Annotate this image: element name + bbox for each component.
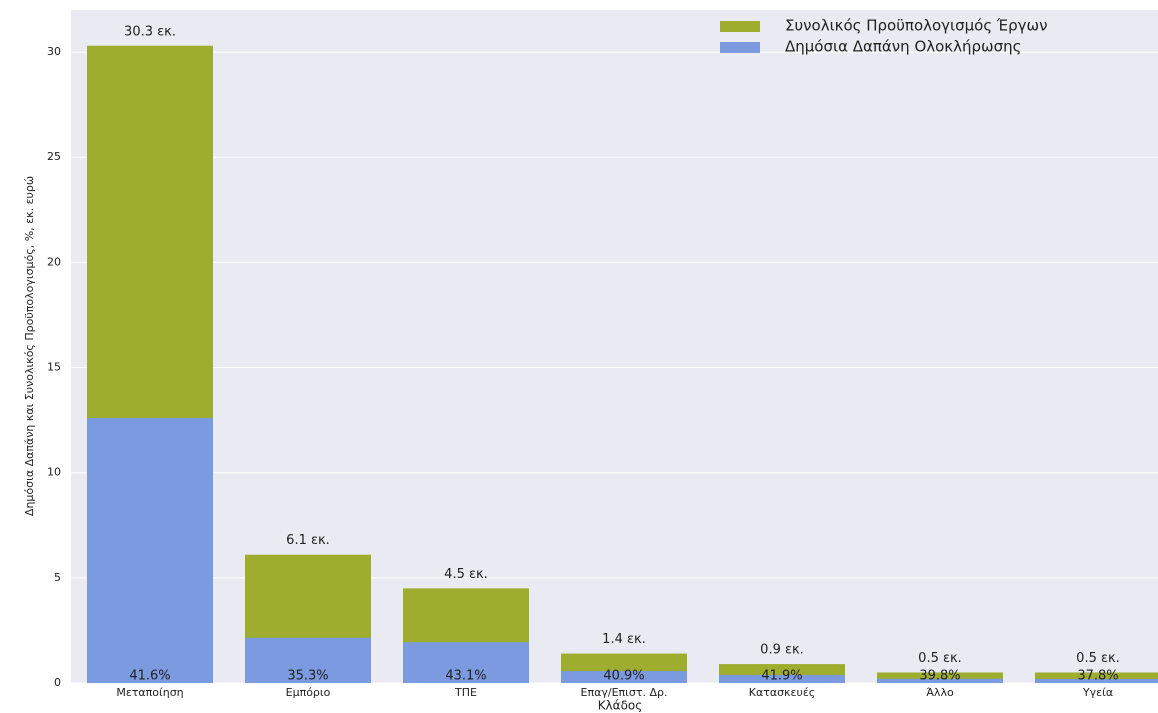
x-tick-label: Κατασκευές <box>749 686 816 699</box>
y-tick-label: 10 <box>47 466 61 479</box>
x-tick-label: Επαγ/Επιστ. Δρ. <box>581 686 668 699</box>
legend-swatch <box>720 21 760 32</box>
share-label: 41.9% <box>761 669 802 684</box>
bar <box>87 418 213 683</box>
share-label: 37.8% <box>1077 669 1118 684</box>
y-tick-label: 5 <box>54 571 61 584</box>
data-label: 0.5 εκ. <box>1076 651 1120 666</box>
bar <box>877 672 1003 683</box>
y-tick-label: 30 <box>47 45 61 58</box>
bar <box>403 642 529 683</box>
data-label: 0.5 εκ. <box>918 651 962 666</box>
share-label: 40.9% <box>603 669 644 684</box>
bars <box>87 45 1158 683</box>
x-tick-label: Άλλο <box>926 686 954 699</box>
bar <box>877 678 1003 683</box>
legend-swatch <box>720 42 760 53</box>
y-tick-label: 0 <box>54 676 61 689</box>
y-tick-label: 15 <box>47 361 61 374</box>
share-label: 43.1% <box>445 669 486 684</box>
data-label: 1.4 εκ. <box>602 632 646 647</box>
x-tick-label: Υγεία <box>1082 686 1113 699</box>
x-tick-label: Εμπόριο <box>286 686 331 699</box>
data-label: 30.3 εκ. <box>124 24 176 39</box>
legend-label: Δημόσια Δαπάνη Ολοκλήρωσης <box>785 38 1021 56</box>
legend-label: Συνολικός Προϋπολογισμός Έργων <box>785 17 1047 35</box>
x-axis-label: Κλάδος <box>598 699 643 713</box>
data-label: 4.5 εκ. <box>444 567 488 582</box>
bar <box>719 675 845 683</box>
bar <box>1035 672 1158 683</box>
bar <box>245 637 371 683</box>
share-label: 35.3% <box>287 669 328 684</box>
share-label: 39.8% <box>919 669 960 684</box>
data-label: 0.9 εκ. <box>760 643 804 658</box>
x-tick-label: Μεταποίηση <box>116 686 183 699</box>
y-tick-label: 20 <box>47 255 61 268</box>
y-tick-label: 25 <box>47 150 61 163</box>
x-tick-label: ΤΠΕ <box>454 686 477 699</box>
y-axis-label: Δημόσια Δαπάνη και Συνολικός Προϋπολογισ… <box>23 176 36 516</box>
plot-area <box>71 10 1158 683</box>
bar <box>1035 679 1158 683</box>
bar <box>561 671 687 683</box>
share-label: 41.6% <box>129 669 170 684</box>
data-label: 6.1 εκ. <box>286 533 330 548</box>
